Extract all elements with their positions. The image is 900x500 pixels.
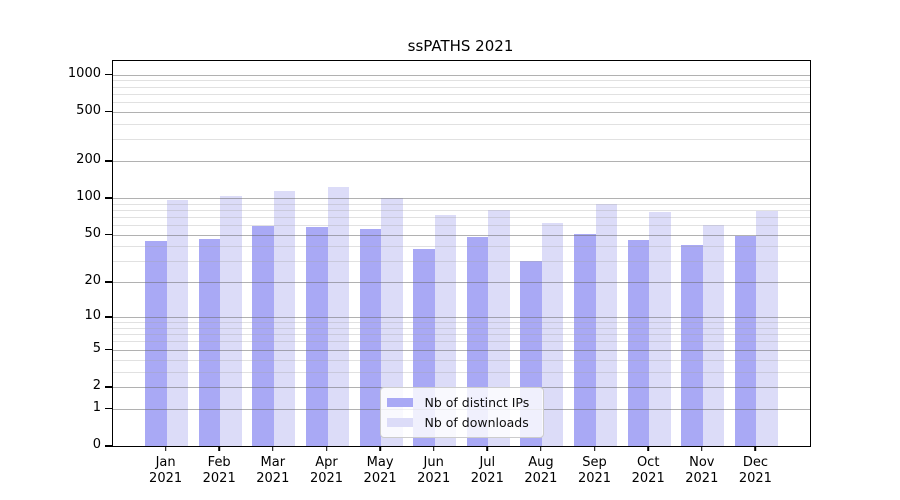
x-tick-label: Feb 2021	[202, 455, 236, 486]
x-axis: Jan 2021 Feb 2021 Mar 2021 Apr 2021 May 2021…	[112, 446, 809, 496]
plot-area: Nb of distinct IPs Nb of downloads	[112, 60, 811, 447]
bar-downloads	[595, 203, 617, 446]
y-tick-label: 20	[84, 273, 101, 289]
x-tick-label: Jul 2021	[470, 455, 504, 486]
x-tick-label: Mar 2021	[256, 455, 290, 486]
bar-downloads	[702, 225, 725, 446]
y-tick-mark	[105, 197, 112, 199]
y-tick-label: 200	[76, 152, 101, 167]
legend-item-downloads: Nb of downloads	[386, 415, 535, 430]
y-tick-mark	[105, 348, 112, 351]
x-tick-label: Apr 2021	[309, 455, 344, 486]
x-tick-label: Oct 2021	[631, 455, 665, 486]
y-tick-label: 1	[92, 399, 101, 415]
bar-distinct-ips	[359, 228, 382, 446]
bar-distinct-ips	[198, 239, 221, 446]
x-tick-mark	[325, 446, 328, 451]
bar-distinct-ips	[145, 241, 167, 446]
x-tick-mark	[647, 446, 649, 451]
legend-swatch-downloads	[386, 418, 413, 427]
y-tick-mark	[105, 407, 112, 410]
x-tick-mark	[486, 446, 489, 451]
legend-label-downloads: Nb of downloads	[424, 415, 529, 430]
y-tick-label: 2	[92, 378, 101, 393]
bar-distinct-ips	[574, 233, 596, 446]
y-tick-label: 1000	[67, 65, 101, 81]
y-tick-mark	[105, 233, 112, 236]
legend-item-distinct-ips: Nb of distinct IPs	[386, 395, 535, 410]
x-tick-label: Sep 2021	[577, 455, 612, 486]
x-tick-label: Jun 2021	[417, 455, 451, 486]
y-tick-label: 500	[76, 102, 101, 118]
bar-downloads	[327, 187, 349, 446]
legend: Nb of distinct IPs Nb of downloads	[379, 387, 544, 438]
x-tick-mark	[540, 446, 542, 451]
x-tick-label: Dec 2021	[738, 455, 772, 486]
bar-downloads	[541, 223, 564, 446]
x-tick-mark	[218, 446, 220, 451]
bar-distinct-ips	[734, 235, 757, 446]
y-axis: 0 1 2 5 10 20 50 100 200 500 1000	[0, 60, 112, 452]
bar-downloads	[756, 211, 778, 446]
legend-label-distinct-ips: Nb of distinct IPs	[424, 395, 530, 410]
y-tick-label: 5	[92, 340, 101, 356]
x-tick-mark	[701, 446, 703, 451]
bar-downloads	[273, 190, 296, 446]
chart-title: ssPATHS 2021	[407, 37, 514, 55]
y-tick-mark	[105, 445, 112, 447]
y-tick-label: 50	[84, 225, 101, 241]
y-tick-label: 100	[76, 189, 101, 204]
bar-distinct-ips	[252, 225, 274, 446]
x-tick-label: Nov 2021	[685, 455, 719, 486]
x-tick-label: Aug 2021	[524, 455, 558, 486]
bar-distinct-ips	[681, 245, 703, 446]
y-tick-mark	[105, 316, 112, 318]
x-tick-label: May 2021	[363, 455, 397, 486]
legend-swatch-distinct-ips	[386, 398, 413, 407]
bar-distinct-ips	[306, 226, 328, 446]
y-tick-label: 10	[84, 308, 101, 324]
bar-distinct-ips	[627, 240, 650, 446]
y-tick-mark	[105, 73, 112, 76]
bar-downloads	[166, 199, 189, 446]
y-tick-mark	[105, 386, 112, 388]
x-tick-mark	[379, 446, 381, 451]
x-tick-mark	[432, 446, 435, 451]
y-tick-mark	[105, 281, 112, 283]
y-tick-label: 0	[92, 437, 101, 452]
bar-downloads	[381, 198, 403, 446]
x-tick-label: Jan 2021	[149, 455, 183, 486]
y-tick-mark	[105, 160, 112, 162]
bar-downloads	[220, 195, 242, 446]
x-tick-mark	[272, 446, 274, 451]
x-tick-mark	[754, 446, 757, 451]
x-tick-mark	[164, 446, 167, 451]
bar-downloads	[649, 211, 671, 446]
y-tick-mark	[105, 110, 112, 113]
bar-downloads	[488, 209, 510, 446]
x-tick-mark	[593, 446, 596, 451]
